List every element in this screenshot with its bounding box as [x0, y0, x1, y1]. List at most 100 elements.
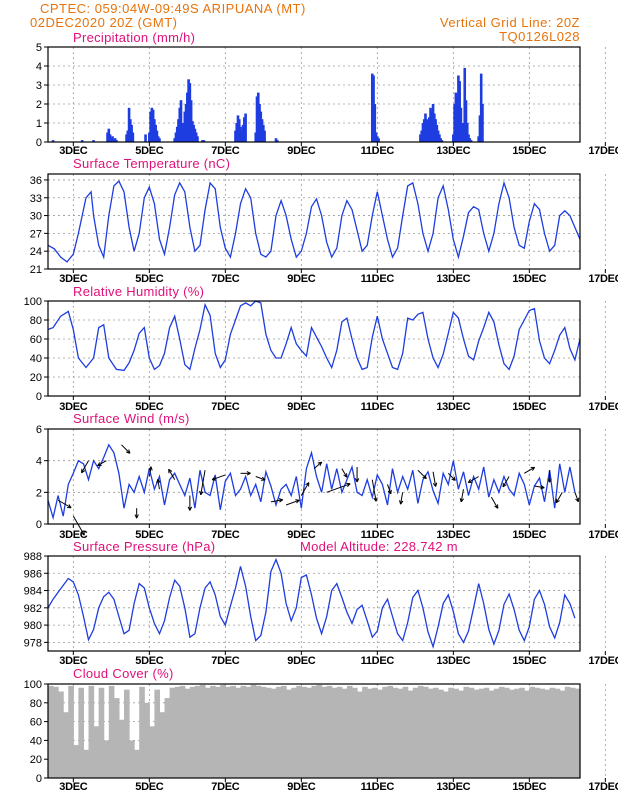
wind-vector-shaft	[502, 476, 510, 488]
cloud-bar	[240, 685, 247, 778]
wind-vector	[134, 508, 139, 519]
wind-vector	[81, 460, 89, 474]
wind-vector-shaft	[313, 461, 322, 469]
xtick-label: 15DEC	[512, 655, 546, 667]
cloud-bar	[514, 688, 520, 778]
cloud-bar	[554, 688, 561, 778]
wind-vector-head	[502, 484, 507, 488]
xtick-label: 9DEC	[287, 273, 315, 285]
cloud-bar	[93, 726, 100, 778]
xtick-label: 11DEC	[361, 781, 395, 793]
wind-vector-shaft	[81, 460, 89, 474]
cloud-bar	[139, 686, 145, 778]
cloud-bar	[448, 687, 454, 778]
cloud-bar	[260, 686, 267, 778]
cloud-bar	[346, 685, 353, 778]
ytick-label: 986	[24, 568, 42, 580]
xtick-label: 3DEC	[59, 145, 87, 157]
cloud-bar	[159, 712, 166, 778]
xtick-label: 7DEC	[211, 529, 239, 541]
cloud-bar	[498, 686, 505, 778]
precip-bar	[263, 130, 266, 142]
panel-temperature: Surface Temperature (nC) 21 24 27 30 33 36 3DEC…	[30, 156, 618, 285]
xtick-label: 11DEC	[361, 145, 395, 157]
wind-vector	[156, 479, 161, 490]
wind-vector	[255, 476, 266, 481]
xtick-label: 11DEC	[361, 273, 395, 285]
ytick-label: 20	[30, 754, 42, 766]
ytick-label: 3	[36, 80, 42, 92]
wind-vector-head	[422, 476, 427, 480]
cloud-bar	[367, 688, 373, 778]
cloud-bar	[504, 687, 510, 778]
wind-vector-head	[387, 490, 392, 495]
wind-vector	[432, 471, 438, 487]
wind-vector-head	[126, 451, 131, 454]
wind-vector-head	[399, 500, 402, 505]
ytick-label: 5	[36, 42, 42, 54]
wind-vector-shaft	[400, 492, 404, 505]
wind-vector	[459, 489, 464, 503]
cloud-bar	[78, 687, 85, 778]
cloud-bar	[488, 690, 495, 778]
xtick-label: 13DEC	[436, 145, 470, 157]
series-line-humidity	[47, 300, 581, 372]
precip-bar	[92, 140, 95, 142]
wind-vector-head	[435, 482, 438, 487]
precip-bar	[179, 100, 183, 142]
precip-bar	[144, 134, 147, 142]
wind-vector-head	[451, 478, 456, 481]
wind-vector	[399, 492, 404, 505]
wind-vector-head	[540, 487, 545, 490]
ytick-label: 40	[30, 353, 42, 365]
wind-vector-shaft	[534, 485, 545, 489]
cloud-bar	[534, 687, 541, 778]
wind-vector-shaft	[57, 499, 72, 509]
xtick-label: 5DEC	[135, 781, 163, 793]
precip-bar	[202, 140, 206, 142]
wind-vector-head	[347, 483, 351, 487]
wind-vector-head	[373, 497, 377, 502]
cloud-bar	[210, 685, 216, 778]
wind-vector-shaft	[212, 474, 226, 481]
cloud-bar	[276, 686, 282, 778]
ytick-label: 6	[36, 424, 42, 436]
ytick-label: 1	[36, 118, 42, 130]
wind-vector-head	[343, 474, 348, 478]
cloud-bar	[281, 685, 287, 778]
cloud-bar	[559, 690, 566, 778]
cloud-bar	[103, 740, 110, 778]
wind-vector-shaft	[524, 466, 535, 474]
wind-vector	[371, 479, 378, 502]
wind-vector-shaft	[97, 460, 107, 467]
ytick-label: 980	[24, 620, 42, 632]
wind-vector-head	[261, 476, 266, 481]
precip-bar	[115, 140, 118, 142]
wind-vector	[57, 499, 72, 509]
panel-title-humidity: Relative Humidity (%)	[73, 284, 204, 299]
cloud-bar	[48, 685, 54, 778]
panel-title-precipitation: Precipitation (mm/h)	[73, 30, 195, 45]
wind-vector-shaft	[168, 469, 176, 480]
xtick-label: 5DEC	[135, 529, 163, 541]
cloud-bar	[73, 745, 79, 778]
wind-vector-head	[432, 482, 437, 487]
cloud-bar	[286, 689, 292, 778]
cloud-bar	[402, 686, 409, 778]
wind-vector	[524, 466, 536, 474]
cloud-bar	[331, 687, 338, 778]
xtick-label: 9DEC	[287, 529, 315, 541]
cloud-bar	[412, 687, 419, 778]
ytick-label: 27	[30, 228, 42, 240]
precip-bar	[131, 132, 135, 142]
cloud-bar	[215, 686, 221, 778]
xtick-label: 11DEC	[361, 655, 395, 667]
wind-vector	[534, 484, 545, 490]
xtick-label: 3DEC	[59, 529, 87, 541]
xtick-label: 13DEC	[436, 273, 470, 285]
